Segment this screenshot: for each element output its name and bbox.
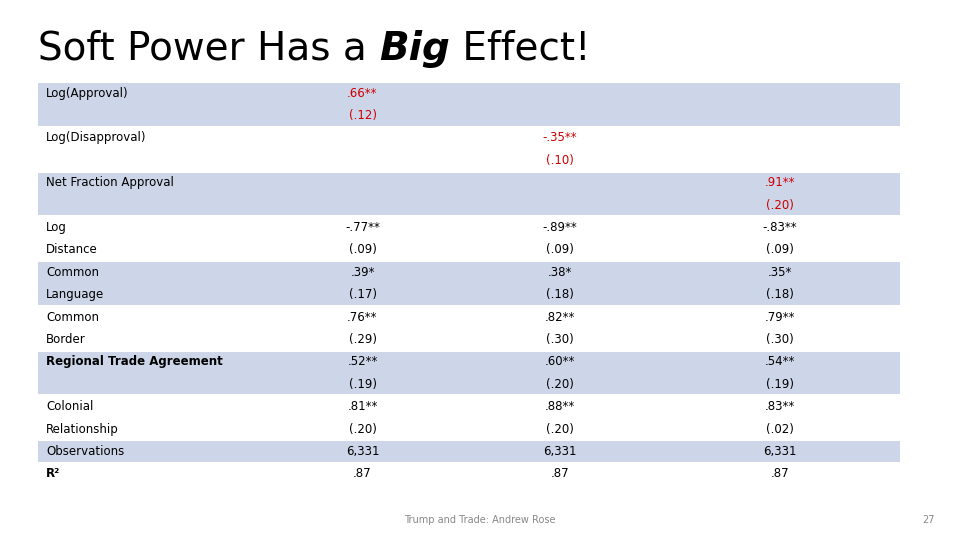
Text: -.83**: -.83**	[762, 221, 798, 234]
Text: Log(Disapproval): Log(Disapproval)	[46, 131, 147, 145]
Text: Relationship: Relationship	[46, 422, 119, 436]
Text: Log: Log	[46, 221, 67, 234]
Text: 6,331: 6,331	[543, 445, 577, 458]
Bar	[38, 261, 900, 306]
Text: 6,331: 6,331	[763, 445, 797, 458]
Text: .66**: .66**	[348, 87, 377, 100]
Text: .35*: .35*	[768, 266, 792, 279]
Text: (.18): (.18)	[766, 288, 794, 301]
Text: (.20): (.20)	[348, 422, 376, 436]
Text: .76**: .76**	[348, 310, 377, 323]
Text: (.17): (.17)	[348, 288, 376, 301]
Text: (.09): (.09)	[546, 244, 574, 256]
Text: .87: .87	[353, 467, 372, 480]
Text: (.20): (.20)	[766, 199, 794, 212]
Text: Effect!: Effect!	[450, 30, 590, 68]
Text: (.29): (.29)	[348, 333, 376, 346]
Text: Trump and Trade: Andrew Rose: Trump and Trade: Andrew Rose	[404, 515, 556, 525]
Bar	[38, 82, 900, 127]
Text: Net Fraction Approval: Net Fraction Approval	[46, 176, 174, 189]
Text: -.35**: -.35**	[542, 131, 577, 145]
Text: Regional Trade Agreement: Regional Trade Agreement	[46, 355, 223, 368]
Text: .88**: .88**	[545, 400, 575, 413]
Text: (.20): (.20)	[546, 422, 574, 436]
Text: Colonial: Colonial	[46, 400, 93, 413]
Text: .91**: .91**	[765, 176, 795, 189]
Text: Big: Big	[379, 30, 450, 68]
Text: (.30): (.30)	[766, 333, 794, 346]
Bar	[38, 350, 900, 395]
Bar	[38, 127, 900, 172]
Text: Soft Power Has a: Soft Power Has a	[38, 30, 379, 68]
Bar	[38, 306, 900, 350]
Text: (.19): (.19)	[766, 378, 794, 391]
Text: 6,331: 6,331	[346, 445, 379, 458]
Text: Common: Common	[46, 310, 99, 323]
Text: .39*: .39*	[350, 266, 374, 279]
Text: .60**: .60**	[545, 355, 575, 368]
Text: (.19): (.19)	[348, 378, 376, 391]
Text: (.02): (.02)	[766, 422, 794, 436]
Text: Border: Border	[46, 333, 85, 346]
Text: .52**: .52**	[348, 355, 377, 368]
Text: Distance: Distance	[46, 244, 98, 256]
Text: (.09): (.09)	[348, 244, 376, 256]
Text: .83**: .83**	[765, 400, 795, 413]
Text: (.09): (.09)	[766, 244, 794, 256]
Text: Language: Language	[46, 288, 105, 301]
Text: .79**: .79**	[765, 310, 795, 323]
Text: .82**: .82**	[545, 310, 575, 323]
Text: Observations: Observations	[46, 445, 124, 458]
Text: .54**: .54**	[765, 355, 795, 368]
Bar	[38, 217, 900, 261]
Text: (.12): (.12)	[348, 109, 376, 122]
Bar	[38, 463, 900, 485]
Text: 27: 27	[923, 515, 935, 525]
Bar	[38, 440, 900, 463]
Text: .81**: .81**	[348, 400, 377, 413]
Text: (.30): (.30)	[546, 333, 574, 346]
Bar	[38, 395, 900, 440]
Text: (.20): (.20)	[546, 378, 574, 391]
Text: R²: R²	[46, 467, 60, 480]
Text: (.10): (.10)	[546, 154, 574, 167]
Text: .87: .87	[551, 467, 569, 480]
Text: .87: .87	[771, 467, 789, 480]
Text: -.89**: -.89**	[542, 221, 577, 234]
Text: .38*: .38*	[548, 266, 572, 279]
Text: -.77**: -.77**	[345, 221, 380, 234]
Text: (.18): (.18)	[546, 288, 574, 301]
Text: Common: Common	[46, 266, 99, 279]
Text: Log(Approval): Log(Approval)	[46, 87, 129, 100]
Bar	[38, 172, 900, 217]
